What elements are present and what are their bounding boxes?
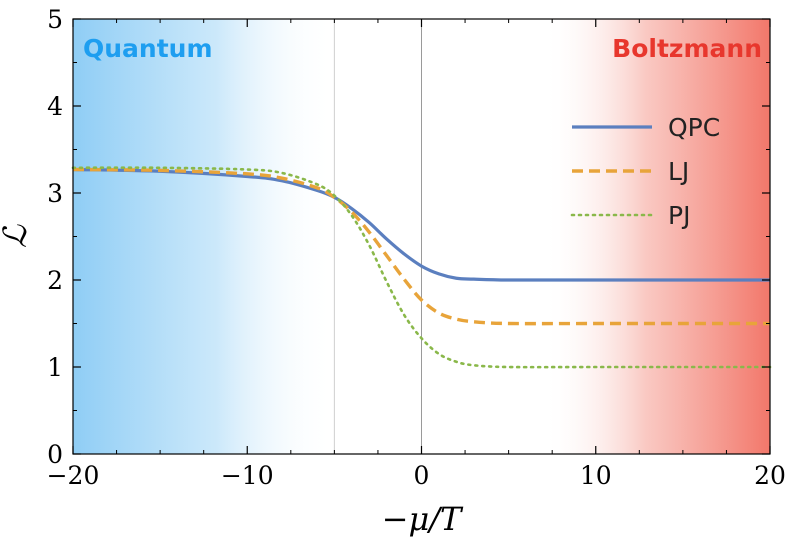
- region-label-boltzmann: Boltzmann: [612, 34, 762, 63]
- y-tick-label: 0: [47, 440, 63, 469]
- series-layer: [71, 166, 772, 369]
- legend-label-pj: PJ: [668, 201, 690, 230]
- y-tick-label: 4: [47, 92, 63, 121]
- y-tick-label: 3: [47, 179, 63, 208]
- x-tick-label: −10: [221, 461, 274, 490]
- y-tick-label: 2: [47, 266, 63, 295]
- series-line-lj: [72, 167, 770, 326]
- regions-layer: Quantum Boltzmann: [73, 19, 770, 454]
- axis-labels-layer: −μ/T ℒ: [0, 224, 464, 538]
- y-tick-label: 5: [47, 5, 63, 34]
- series-line-qpc: [72, 167, 770, 282]
- region-shade-quantum: [73, 19, 335, 454]
- legend-label-qpc: QPC: [668, 113, 720, 142]
- x-tick-label: 0: [414, 461, 430, 490]
- reference-lines-layer: [333, 19, 422, 454]
- ticks-layer: −20 −10 0 10 20 0 1 2 3 4 5: [47, 5, 786, 490]
- y-axis-label: ℒ: [0, 224, 34, 248]
- legend-label-lj: LJ: [668, 157, 689, 186]
- region-shade-boltzmann: [543, 19, 770, 454]
- x-tick-label: 10: [580, 461, 612, 490]
- y-tick-label: 1: [47, 353, 63, 382]
- series-line-pj: [71, 166, 772, 369]
- x-tick-label: 20: [754, 461, 786, 490]
- legend: QPC LJ PJ: [570, 113, 720, 230]
- x-axis-label: −μ/T: [382, 500, 464, 538]
- region-label-quantum: Quantum: [83, 34, 213, 63]
- x-tick-label: −20: [47, 461, 100, 490]
